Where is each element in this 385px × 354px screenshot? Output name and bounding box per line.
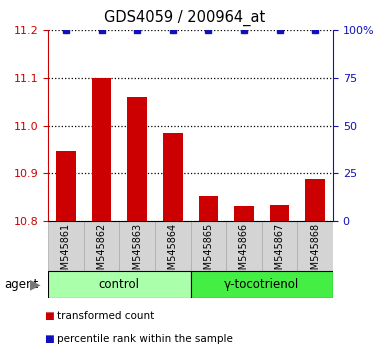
- Text: GSM545868: GSM545868: [310, 223, 320, 282]
- Text: ▶: ▶: [30, 278, 41, 291]
- Text: transformed count: transformed count: [57, 311, 154, 321]
- Text: GSM545866: GSM545866: [239, 223, 249, 282]
- Bar: [270, 205, 290, 221]
- Text: ■: ■: [44, 311, 54, 321]
- Bar: [48, 221, 84, 271]
- Bar: [262, 221, 297, 271]
- Text: γ-tocotrienol: γ-tocotrienol: [224, 278, 300, 291]
- Text: GSM545861: GSM545861: [61, 223, 71, 282]
- Text: agent: agent: [4, 278, 38, 291]
- Text: GSM545865: GSM545865: [203, 223, 213, 282]
- Text: GDS4059 / 200964_at: GDS4059 / 200964_at: [104, 10, 265, 26]
- Bar: [298, 221, 333, 271]
- Bar: [84, 221, 119, 271]
- Text: percentile rank within the sample: percentile rank within the sample: [57, 334, 233, 344]
- Bar: [155, 221, 191, 271]
- Bar: [92, 78, 111, 221]
- Bar: [48, 271, 191, 298]
- Bar: [127, 97, 147, 221]
- Bar: [191, 271, 333, 298]
- Text: ■: ■: [44, 334, 54, 344]
- Bar: [199, 196, 218, 221]
- Bar: [163, 133, 182, 221]
- Text: GSM545864: GSM545864: [168, 223, 178, 282]
- Text: GSM545867: GSM545867: [275, 223, 285, 282]
- Text: GSM545863: GSM545863: [132, 223, 142, 282]
- Bar: [119, 221, 155, 271]
- Bar: [305, 179, 325, 221]
- Bar: [191, 221, 226, 271]
- Bar: [234, 206, 254, 221]
- Bar: [56, 151, 76, 221]
- Text: GSM545862: GSM545862: [97, 223, 107, 282]
- Bar: [226, 221, 262, 271]
- Text: control: control: [99, 278, 140, 291]
